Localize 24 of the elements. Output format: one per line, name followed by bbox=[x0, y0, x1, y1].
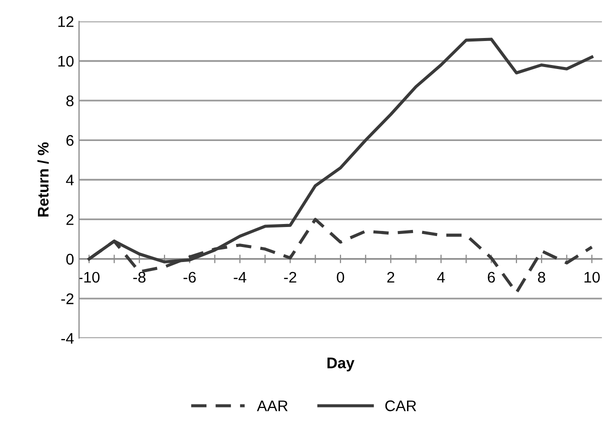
x-tick-label: -10 bbox=[78, 272, 100, 283]
y-axis-title: Return / % bbox=[37, 142, 49, 217]
y-tick-label: 4 bbox=[66, 174, 74, 186]
legend-label: CAR bbox=[385, 400, 416, 412]
x-tick-label: 6 bbox=[488, 272, 495, 283]
x-tick-label: 10 bbox=[584, 272, 600, 283]
x-axis-title: Day bbox=[327, 358, 354, 372]
x-tick-label: 2 bbox=[387, 272, 394, 283]
x-tick-label: -2 bbox=[284, 272, 296, 283]
x-tick-label: -6 bbox=[184, 272, 196, 283]
x-tick-label: 0 bbox=[336, 272, 344, 283]
x-tick-label: 8 bbox=[538, 272, 546, 283]
y-tick-label: 6 bbox=[66, 135, 74, 146]
legend-label: AAR bbox=[256, 400, 288, 412]
y-tick-label: -2 bbox=[61, 293, 74, 304]
y-tick-label: 12 bbox=[58, 16, 74, 27]
y-tick-label: 10 bbox=[58, 56, 74, 67]
x-tick-label: 4 bbox=[437, 272, 445, 283]
x-tick-label: -4 bbox=[234, 272, 246, 283]
y-tick-label: 8 bbox=[66, 95, 74, 106]
x-tick-label: -8 bbox=[133, 272, 146, 283]
y-tick-label: -4 bbox=[61, 333, 74, 344]
y-tick-label: 2 bbox=[66, 214, 74, 225]
y-tick-label: 0 bbox=[66, 254, 74, 265]
